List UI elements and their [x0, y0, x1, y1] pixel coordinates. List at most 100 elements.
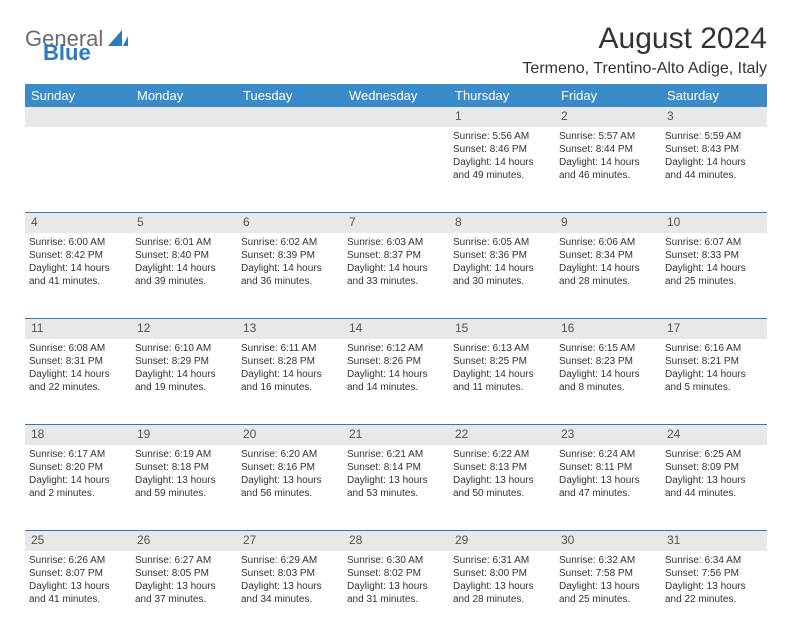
- day-cell: Sunrise: 6:26 AMSunset: 8:07 PMDaylight:…: [25, 551, 131, 637]
- sunrise-text: Sunrise: 6:12 AM: [347, 342, 445, 355]
- day-number: 27: [237, 531, 343, 551]
- day-cell: Sunrise: 6:11 AMSunset: 8:28 PMDaylight:…: [237, 339, 343, 425]
- daylight-text: and 22 minutes.: [29, 381, 127, 394]
- day-number: 23: [555, 425, 661, 445]
- sunset-text: Sunset: 8:02 PM: [347, 567, 445, 580]
- daylight-text: Daylight: 14 hours: [135, 262, 233, 275]
- day-number: 20: [237, 425, 343, 445]
- daylight-text: and 50 minutes.: [453, 487, 551, 500]
- day-detail-row: Sunrise: 6:08 AMSunset: 8:31 PMDaylight:…: [25, 339, 767, 425]
- sunset-text: Sunset: 8:31 PM: [29, 355, 127, 368]
- day-number: 17: [661, 319, 767, 339]
- sunset-text: Sunset: 8:37 PM: [347, 249, 445, 262]
- weekday-header: Thursday: [449, 84, 555, 107]
- day-cell: Sunrise: 6:05 AMSunset: 8:36 PMDaylight:…: [449, 233, 555, 319]
- day-cell: Sunrise: 6:00 AMSunset: 8:42 PMDaylight:…: [25, 233, 131, 319]
- title-block: August 2024 Termeno, Trentino-Alto Adige…: [522, 22, 767, 78]
- day-number: 4: [25, 213, 131, 233]
- sunset-text: Sunset: 8:46 PM: [453, 143, 551, 156]
- day-cell: [343, 127, 449, 213]
- day-number: [343, 107, 449, 127]
- sunset-text: Sunset: 8:11 PM: [559, 461, 657, 474]
- day-cell: Sunrise: 5:56 AMSunset: 8:46 PMDaylight:…: [449, 127, 555, 213]
- day-detail-row: Sunrise: 6:17 AMSunset: 8:20 PMDaylight:…: [25, 445, 767, 531]
- day-number: [237, 107, 343, 127]
- sunset-text: Sunset: 7:58 PM: [559, 567, 657, 580]
- day-cell: Sunrise: 6:34 AMSunset: 7:56 PMDaylight:…: [661, 551, 767, 637]
- day-number: 8: [449, 213, 555, 233]
- daylight-text: Daylight: 14 hours: [665, 156, 763, 169]
- day-number-row: 123: [25, 107, 767, 127]
- daylight-text: Daylight: 13 hours: [453, 580, 551, 593]
- day-cell: Sunrise: 6:32 AMSunset: 7:58 PMDaylight:…: [555, 551, 661, 637]
- weekday-header: Friday: [555, 84, 661, 107]
- day-number-row: 11121314151617: [25, 319, 767, 339]
- daylight-text: Daylight: 14 hours: [559, 262, 657, 275]
- day-cell: Sunrise: 6:03 AMSunset: 8:37 PMDaylight:…: [343, 233, 449, 319]
- daylight-text: Daylight: 14 hours: [241, 368, 339, 381]
- sunset-text: Sunset: 8:18 PM: [135, 461, 233, 474]
- day-detail-row: Sunrise: 6:00 AMSunset: 8:42 PMDaylight:…: [25, 233, 767, 319]
- sunrise-text: Sunrise: 5:59 AM: [665, 130, 763, 143]
- daylight-text: and 39 minutes.: [135, 275, 233, 288]
- calendar-table: Sunday Monday Tuesday Wednesday Thursday…: [25, 84, 767, 637]
- day-cell: Sunrise: 6:10 AMSunset: 8:29 PMDaylight:…: [131, 339, 237, 425]
- daylight-text: Daylight: 13 hours: [135, 580, 233, 593]
- daylight-text: and 44 minutes.: [665, 487, 763, 500]
- daylight-text: Daylight: 14 hours: [29, 474, 127, 487]
- sunset-text: Sunset: 8:44 PM: [559, 143, 657, 156]
- daylight-text: Daylight: 13 hours: [665, 474, 763, 487]
- daylight-text: and 19 minutes.: [135, 381, 233, 394]
- daylight-text: Daylight: 13 hours: [665, 580, 763, 593]
- daylight-text: Daylight: 13 hours: [347, 580, 445, 593]
- sunrise-text: Sunrise: 6:26 AM: [29, 554, 127, 567]
- daylight-text: Daylight: 13 hours: [453, 474, 551, 487]
- sunset-text: Sunset: 8:05 PM: [135, 567, 233, 580]
- sunrise-text: Sunrise: 6:03 AM: [347, 236, 445, 249]
- day-cell: [131, 127, 237, 213]
- day-number: 1: [449, 107, 555, 127]
- daylight-text: and 11 minutes.: [453, 381, 551, 394]
- day-number: 28: [343, 531, 449, 551]
- day-number: 24: [661, 425, 767, 445]
- daylight-text: Daylight: 13 hours: [347, 474, 445, 487]
- sunset-text: Sunset: 8:28 PM: [241, 355, 339, 368]
- sunset-text: Sunset: 8:25 PM: [453, 355, 551, 368]
- day-cell: Sunrise: 6:24 AMSunset: 8:11 PMDaylight:…: [555, 445, 661, 531]
- day-number: 14: [343, 319, 449, 339]
- sunrise-text: Sunrise: 6:13 AM: [453, 342, 551, 355]
- daylight-text: Daylight: 14 hours: [665, 262, 763, 275]
- sunset-text: Sunset: 8:26 PM: [347, 355, 445, 368]
- day-number: [25, 107, 131, 127]
- daylight-text: Daylight: 13 hours: [241, 580, 339, 593]
- day-number: 30: [555, 531, 661, 551]
- day-cell: Sunrise: 6:31 AMSunset: 8:00 PMDaylight:…: [449, 551, 555, 637]
- daylight-text: and 47 minutes.: [559, 487, 657, 500]
- sunset-text: Sunset: 8:21 PM: [665, 355, 763, 368]
- sunrise-text: Sunrise: 6:00 AM: [29, 236, 127, 249]
- daylight-text: and 46 minutes.: [559, 169, 657, 182]
- sunset-text: Sunset: 8:13 PM: [453, 461, 551, 474]
- day-cell: Sunrise: 5:57 AMSunset: 8:44 PMDaylight:…: [555, 127, 661, 213]
- sunset-text: Sunset: 8:40 PM: [135, 249, 233, 262]
- daylight-text: and 16 minutes.: [241, 381, 339, 394]
- daylight-text: and 22 minutes.: [665, 593, 763, 606]
- sunrise-text: Sunrise: 6:16 AM: [665, 342, 763, 355]
- day-detail-row: Sunrise: 5:56 AMSunset: 8:46 PMDaylight:…: [25, 127, 767, 213]
- sunrise-text: Sunrise: 6:20 AM: [241, 448, 339, 461]
- day-number: 16: [555, 319, 661, 339]
- daylight-text: and 28 minutes.: [453, 593, 551, 606]
- daylight-text: and 25 minutes.: [665, 275, 763, 288]
- sunrise-text: Sunrise: 6:24 AM: [559, 448, 657, 461]
- day-cell: Sunrise: 6:08 AMSunset: 8:31 PMDaylight:…: [25, 339, 131, 425]
- daylight-text: and 59 minutes.: [135, 487, 233, 500]
- sunset-text: Sunset: 8:29 PM: [135, 355, 233, 368]
- daylight-text: and 41 minutes.: [29, 593, 127, 606]
- daylight-text: and 5 minutes.: [665, 381, 763, 394]
- day-number: 10: [661, 213, 767, 233]
- day-cell: Sunrise: 6:16 AMSunset: 8:21 PMDaylight:…: [661, 339, 767, 425]
- daylight-text: Daylight: 13 hours: [559, 474, 657, 487]
- weekday-header: Monday: [131, 84, 237, 107]
- sunset-text: Sunset: 8:36 PM: [453, 249, 551, 262]
- day-cell: Sunrise: 6:29 AMSunset: 8:03 PMDaylight:…: [237, 551, 343, 637]
